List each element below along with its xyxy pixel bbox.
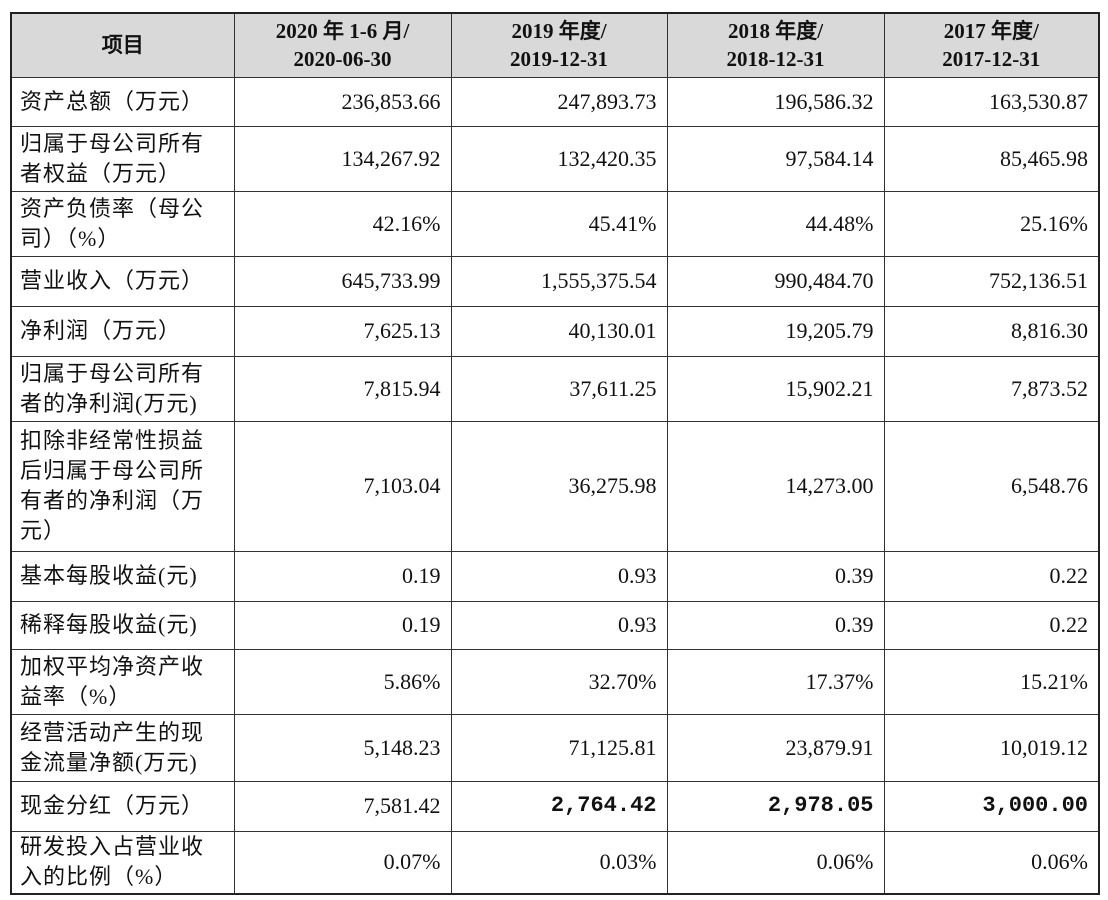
row-label: 加权平均净资产收益率（%） [10,648,235,715]
row-label: 经营活动产生的现金流量净额(万元) [10,713,235,782]
value-cell: 163,530.87 [883,76,1100,127]
value-cell: 0.03% [450,830,668,895]
value-cell: 15,902.21 [666,355,885,422]
row-label: 归属于母公司所有者的净利润(万元) [10,355,235,422]
header-row: 项目 2020 年 1-6 月/2020-06-30 2019 年度/2019-12… [10,12,1100,78]
value-cell: 1,555,375.54 [450,255,668,307]
value-cell: 85,465.98 [883,125,1100,192]
row-label: 扣除非经常性损益后归属于母公司所有者的净利润（万元） [10,420,235,552]
value-cell: 32.70% [450,648,668,715]
value-cell: 7,815.94 [233,355,452,422]
value-cell: 2,764.42 [450,780,668,832]
value-cell: 0.93 [450,600,668,650]
value-cell: 7,103.04 [233,420,452,552]
value-cell: 40,130.01 [450,305,668,357]
value-cell: 15.21% [883,648,1100,715]
value-cell: 10,019.12 [883,713,1100,782]
value-cell: 25.16% [883,190,1100,257]
header-text: 2018-12-31 [726,47,825,72]
table-row: 稀释每股收益(元) 0.19 0.93 0.39 0.22 [10,600,1100,650]
value-cell: 132,420.35 [450,125,668,192]
header-text: 2019-12-31 [510,47,608,72]
header-text: 2019 年度/ [511,19,607,44]
header-text: 2017-12-31 [942,47,1041,72]
value-cell: 236,853.66 [233,76,452,127]
value-cell: 97,584.14 [666,125,885,192]
value-cell: 6,548.76 [883,420,1100,552]
value-cell: 0.39 [666,600,885,650]
value-cell: 44.48% [666,190,885,257]
header-cell: 2017 年度/2017-12-31 [883,12,1100,78]
table-body: 资产总额（万元） 236,853.66 247,893.73 196,586.32 16… [10,76,1100,895]
value-cell: 196,586.32 [666,76,885,127]
table-row: 经营活动产生的现金流量净额(万元) 5,148.23 71,125.81 23,879… [10,713,1100,782]
value-cell: 645,733.99 [233,255,452,307]
row-label: 资产负债率（母公司）（%） [10,190,235,257]
value-cell: 37,611.25 [450,355,668,422]
table-row: 加权平均净资产收益率（%） 5.86% 32.70% 17.37% 15.21% [10,648,1100,715]
value-cell: 0.19 [233,600,452,650]
row-label: 现金分红（万元） [10,780,235,832]
value-cell: 3,000.00 [883,780,1100,832]
row-label: 归属于母公司所有者权益（万元） [10,125,235,192]
header-text: 2020 年 1-6 月/ [275,19,410,44]
value-cell: 0.19 [233,550,452,602]
table-row: 基本每股收益(元) 0.19 0.93 0.39 0.22 [10,550,1100,602]
value-cell: 134,267.92 [233,125,452,192]
row-label: 基本每股收益(元) [10,550,235,602]
value-cell: 0.06% [666,830,885,895]
value-cell: 8,816.30 [883,305,1100,357]
value-cell: 247,893.73 [450,76,668,127]
header-cell: 2020 年 1-6 月/2020-06-30 [233,12,452,78]
value-cell: 7,581.42 [233,780,452,832]
value-cell: 23,879.91 [666,713,885,782]
table-row: 资产负债率（母公司）（%） 42.16% 45.41% 44.48% 25.16% [10,190,1100,257]
header-cell: 2019 年度/2019-12-31 [450,12,668,78]
table-row: 归属于母公司所有者的净利润(万元) 7,815.94 37,611.25 15,902… [10,355,1100,422]
value-cell: 0.06% [883,830,1100,895]
row-label: 研发投入占营业收入的比例（%） [10,830,235,895]
header-cell: 2018 年度/2018-12-31 [666,12,885,78]
table-row: 研发投入占营业收入的比例（%） 0.07% 0.03% 0.06% 0.06% [10,830,1100,895]
value-cell: 0.39 [666,550,885,602]
value-cell: 14,273.00 [666,420,885,552]
table-row: 扣除非经常性损益后归属于母公司所有者的净利润（万元） 7,103.04 36,275… [10,420,1100,552]
header-text: 2017 年度/ [943,19,1039,44]
row-label: 资产总额（万元） [10,76,235,127]
value-cell: 17.37% [666,648,885,715]
value-cell: 0.07% [233,830,452,895]
row-label: 稀释每股收益(元) [10,600,235,650]
header-text: 2020-06-30 [293,47,392,72]
table-row: 现金分红（万元） 7,581.42 2,764.42 2,978.05 3,000.00 [10,780,1100,832]
value-cell: 0.22 [883,600,1100,650]
value-cell: 19,205.79 [666,305,885,357]
value-cell: 0.93 [450,550,668,602]
header-cell: 项目 [10,12,235,78]
value-cell: 45.41% [450,190,668,257]
row-label: 营业收入（万元） [10,255,235,307]
value-cell: 752,136.51 [883,255,1100,307]
table-row: 营业收入（万元） 645,733.99 1,555,375.54 990,484.70… [10,255,1100,307]
value-cell: 5,148.23 [233,713,452,782]
value-cell: 36,275.98 [450,420,668,552]
value-cell: 2,978.05 [666,780,885,832]
row-label: 净利润（万元） [10,305,235,357]
financial-table: 项目 2020 年 1-6 月/2020-06-30 2019 年度/2019-12… [10,12,1100,895]
table-row: 资产总额（万元） 236,853.66 247,893.73 196,586.32 16… [10,76,1100,127]
value-cell: 7,873.52 [883,355,1100,422]
value-cell: 7,625.13 [233,305,452,357]
table-row: 归属于母公司所有者权益（万元） 134,267.92 132,420.35 97,58… [10,125,1100,192]
header-text: 项目 [101,33,144,58]
value-cell: 990,484.70 [666,255,885,307]
value-cell: 71,125.81 [450,713,668,782]
table-row: 净利润（万元） 7,625.13 40,130.01 19,205.79 8,816.3… [10,305,1100,357]
header-text: 2018 年度/ [727,19,824,44]
value-cell: 5.86% [233,648,452,715]
value-cell: 42.16% [233,190,452,257]
value-cell: 0.22 [883,550,1100,602]
